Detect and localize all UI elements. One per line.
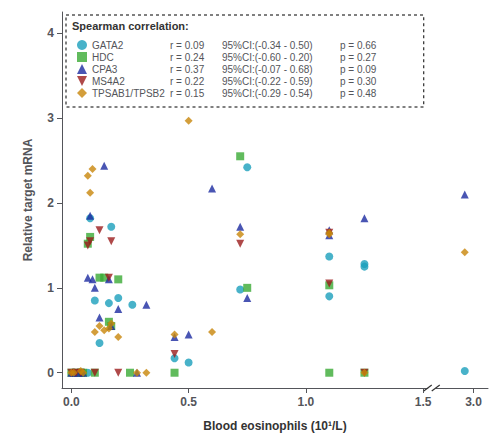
svg-text:GATA2: GATA2 [92,40,124,51]
svg-text:1: 1 [47,281,54,295]
svg-text:0: 0 [47,366,54,380]
svg-text:2: 2 [47,196,54,210]
svg-text:r = 0.24: r = 0.24 [170,52,205,63]
svg-text:p = 0.48: p = 0.48 [340,88,377,99]
svg-text:0.5: 0.5 [180,395,197,409]
svg-text:4: 4 [47,26,54,40]
svg-text:Relative target mRNA: Relative target mRNA [21,138,35,261]
svg-text:r = 0.37: r = 0.37 [170,64,205,75]
svg-text:TPSAB1/TPSB2: TPSAB1/TPSB2 [92,88,165,99]
svg-text:Blood eosinophils (10¹/L): Blood eosinophils (10¹/L) [203,419,346,433]
svg-text:p = 0.66: p = 0.66 [340,40,377,51]
svg-text:p = 0.30: p = 0.30 [340,76,377,87]
svg-text:95%CI:(-0.22 - 0.59): 95%CI:(-0.22 - 0.59) [222,76,313,87]
svg-text:Spearman correlation:: Spearman correlation: [72,20,189,32]
svg-text:MS4A2: MS4A2 [92,76,125,87]
svg-text:r = 0.15: r = 0.15 [170,88,205,99]
svg-text:1.5: 1.5 [415,395,432,409]
svg-text:p = 0.09: p = 0.09 [340,64,377,75]
svg-text:r = 0.22: r = 0.22 [170,76,205,87]
svg-text:95%CI:(-0.60 - 0.20): 95%CI:(-0.60 - 0.20) [222,52,313,63]
svg-text:3.0: 3.0 [465,395,482,409]
svg-text:CPA3: CPA3 [92,64,118,75]
svg-text:95%CI:(-0.34 - 0.50): 95%CI:(-0.34 - 0.50) [222,40,313,51]
svg-text:95%CI:(-0.07 - 0.68): 95%CI:(-0.07 - 0.68) [222,64,313,75]
svg-text:0.0: 0.0 [63,395,80,409]
svg-text:1.0: 1.0 [297,395,314,409]
svg-text:p = 0.27: p = 0.27 [340,52,377,63]
svg-text:95%CI:(-0.29 - 0.54): 95%CI:(-0.29 - 0.54) [222,88,313,99]
svg-text:HDC: HDC [92,52,114,63]
svg-text:3: 3 [47,111,54,125]
svg-text:r = 0.09: r = 0.09 [170,40,205,51]
